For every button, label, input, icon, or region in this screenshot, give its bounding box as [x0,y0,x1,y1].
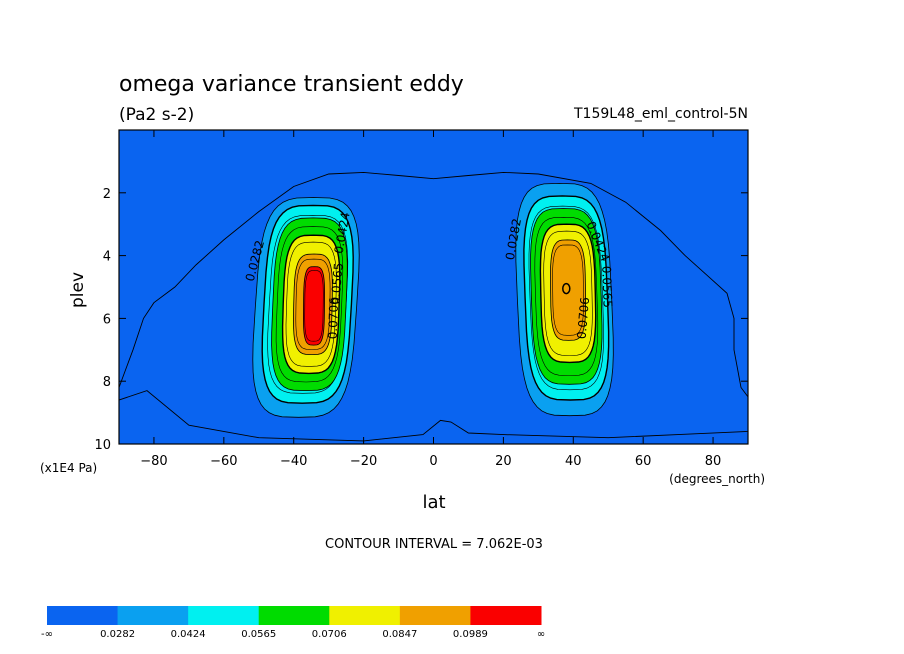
contour-south-inner-line-4 [285,241,337,367]
y-tick-label: 8 [103,375,111,390]
y-axis-units: (x1E4 Pa) [40,461,97,475]
contour-north-level-5 [550,239,587,341]
contour-interval: CONTOUR INTERVAL = 7.062E-03 [325,537,543,552]
dataset-label: T159L48_eml_control-5N [573,106,748,122]
contour-label-3: 0.0706 [326,297,341,339]
x-axis-label: lat [422,492,445,513]
colorbar-swatch [258,606,330,625]
contour-label-6: 0.0565 [599,266,614,308]
colorbar-swatch [47,606,119,625]
x-tick-label: 80 [705,454,722,469]
contour-label-2: 0.0565 [328,262,346,305]
contour-north-inner-line-3 [534,216,599,376]
contour-north-peak [562,282,571,295]
contour-north-inner-line-4 [543,230,593,356]
y-tick-label: 10 [94,438,111,453]
y-tick-label: 6 [103,312,111,327]
colorbar: -∞ 0.0282 0.0424 0.0565 0.0706 0.0847 0.0989 ∞ [41,606,545,640]
colorbar-swatch [470,606,542,625]
y-axis-label: plev [68,272,88,308]
x-axis: −80 −60 −40 −20 0 20 40 60 80 [140,130,721,469]
colorbar-label: ∞ [537,629,545,640]
contour-label-7: 0.0706 [575,297,593,340]
x-tick-label: −20 [350,454,377,469]
x-tick-label: 60 [635,454,652,469]
contour-outer [119,171,748,442]
plot-area [119,130,748,444]
y-tick-label: 4 [103,250,111,265]
colorbar-label: -∞ [41,629,53,640]
colorbar-swatch [399,606,471,625]
x-tick-label: −80 [140,454,167,469]
x-tick-label: −40 [280,454,307,469]
x-axis-units: (degrees_north) [669,472,765,486]
x-tick-label: 0 [429,454,437,469]
colorbar-label: 0.0847 [382,629,417,640]
x-tick-label: 20 [495,454,512,469]
contour-north-inner-line-2 [528,205,604,391]
contour-south-inner-line-3 [275,226,344,383]
colorbar-label: 0.0424 [171,629,206,640]
contour-south-inner-line-2 [267,214,349,394]
contour-north-inner-line-5 [552,244,584,336]
chart-title: omega variance transient eddy [119,72,464,97]
colorbar-swatch [188,606,260,625]
contour-south-level-6 [302,266,326,346]
y-axis: 2 4 6 8 10 [94,187,748,453]
contour-south-inner-line-5 [295,258,331,350]
colorbar-swatch [117,606,189,625]
x-tick-label: 40 [565,454,582,469]
colorbar-label: 0.0282 [100,629,135,640]
colorbar-label: 0.0706 [312,629,347,640]
colorbar-label: 0.0989 [453,629,488,640]
contour-fills [119,171,748,442]
colorbar-swatch [329,606,401,625]
contour-south-inner-line-6 [304,270,324,342]
chart-units: (Pa2 s-2) [119,105,194,125]
colorbar-label: 0.0565 [241,629,276,640]
y-tick-label: 2 [103,187,111,202]
x-tick-label: −60 [210,454,237,469]
